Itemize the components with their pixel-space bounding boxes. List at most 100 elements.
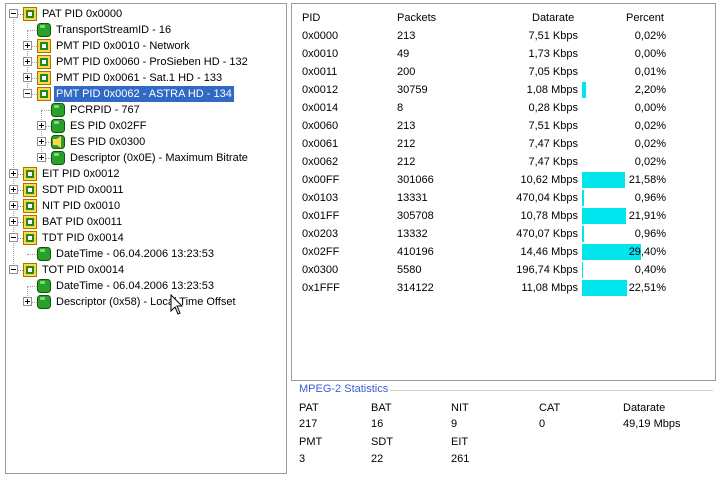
cell-datarate: 196,74 Kbps — [516, 264, 578, 276]
table-icon — [37, 39, 51, 53]
cell-packets: 49 — [397, 48, 410, 60]
tree-connector-line — [41, 126, 51, 127]
cell-pid: 0x02FF — [302, 246, 340, 258]
tree-node[interactable]: PMT PID 0x0010 - Network — [6, 38, 286, 54]
expand-plus-icon[interactable] — [23, 57, 32, 66]
tree-node[interactable]: BAT PID 0x0011 — [6, 214, 286, 230]
collapse-minus-icon[interactable] — [9, 9, 18, 18]
collapse-minus-icon[interactable] — [9, 265, 18, 274]
cell-datarate: 7,51 Kbps — [528, 30, 578, 42]
percent-bar — [582, 226, 584, 242]
expand-plus-icon[interactable] — [37, 153, 46, 162]
cell-percent: 0,02% — [634, 120, 666, 132]
expand-plus-icon[interactable] — [37, 121, 46, 130]
cell-percent: 0,02% — [634, 138, 666, 150]
tree-node[interactable]: PCRPID - 767 — [6, 102, 286, 118]
expand-plus-icon[interactable] — [23, 73, 32, 82]
column-header-percent[interactable]: Percent — [626, 12, 664, 24]
cell-datarate: 11,08 Mbps — [521, 282, 578, 294]
tree-connector-line — [27, 78, 28, 94]
tree-node-label: PCRPID - 767 — [70, 104, 140, 116]
tree-node-label: Descriptor (0x0E) - Maximum Bitrate — [70, 152, 248, 164]
percent-bar — [582, 280, 627, 296]
expand-plus-icon[interactable] — [9, 201, 18, 210]
tree-node-label: SDT PID 0x0011 — [42, 184, 124, 196]
percent-bar — [582, 244, 641, 260]
cell-percent: 0,01% — [634, 66, 666, 78]
cell-packets: 305708 — [397, 210, 434, 222]
pid-statistics-table[interactable]: PID Packets Datarate Percent 0x0000 213 7,… — [291, 3, 716, 381]
tree-node[interactable]: PMT PID 0x0061 - Sat.1 HD - 133 — [6, 70, 286, 86]
leaf-icon — [37, 295, 51, 309]
cell-pid: 0x0203 — [302, 228, 339, 240]
tree-node[interactable]: PMT PID 0x0062 - ASTRA HD - 134 — [6, 86, 286, 102]
tree-node[interactable]: TDT PID 0x0014 — [6, 230, 286, 246]
tree-node-label: PAT PID 0x0000 — [42, 8, 123, 20]
bat-label: BAT — [371, 402, 392, 414]
cell-pid: 0x0012 — [302, 84, 339, 96]
expand-plus-icon[interactable] — [9, 169, 18, 178]
cell-percent: 0,02% — [634, 156, 666, 168]
tree-node-label: ES PID 0x02FF — [70, 120, 147, 132]
tree-node[interactable]: TransportStreamID - 16 — [6, 22, 286, 38]
cell-packets: 5580 — [397, 264, 422, 276]
tree-node-label: Descriptor (0x58) - Local Time Offset — [56, 296, 236, 308]
expand-plus-icon[interactable] — [23, 41, 32, 50]
table-icon — [37, 87, 51, 101]
cell-packets: 30759 — [397, 84, 428, 96]
cell-packets: 213 — [397, 30, 416, 42]
nit-label: NIT — [451, 402, 469, 414]
tree-connector-line — [27, 94, 37, 95]
tree-node[interactable]: DateTime - 06.04.2006 13:23:53 — [6, 278, 286, 294]
tree-node[interactable]: EIT PID 0x0012 — [6, 166, 286, 182]
cell-percent: 0,02% — [634, 30, 666, 42]
tree-node[interactable]: ES PID 0x02FF — [6, 118, 286, 134]
tree-node[interactable]: Descriptor (0x58) - Local Time Offset — [6, 294, 286, 310]
tree-node-label: PMT PID 0x0062 - ASTRA HD - 134 — [54, 86, 234, 102]
tree-node[interactable]: NIT PID 0x0010 — [6, 198, 286, 214]
cell-percent: 0,40% — [634, 264, 666, 276]
tree-node[interactable]: PMT PID 0x0060 - ProSieben HD - 132 — [6, 54, 286, 70]
tree-node-label: PMT PID 0x0061 - Sat.1 HD - 133 — [56, 72, 223, 84]
stream-tree-panel[interactable]: PAT PID 0x0000 TransportStreamID - 16 PMT … — [5, 3, 287, 474]
cell-packets: 410196 — [397, 246, 434, 258]
expand-plus-icon[interactable] — [9, 217, 18, 226]
tree-node[interactable]: Descriptor (0x0E) - Maximum Bitrate — [6, 150, 286, 166]
column-header-datarate[interactable]: Datarate — [532, 12, 575, 24]
leaf-icon — [51, 103, 65, 117]
cell-percent: 29,40% — [628, 246, 666, 258]
table-icon — [23, 167, 37, 181]
cell-pid: 0x00FF — [302, 174, 340, 186]
tree-node-label: DateTime - 06.04.2006 13:23:53 — [56, 248, 214, 260]
tree-node[interactable]: DateTime - 06.04.2006 13:23:53 — [6, 246, 286, 262]
table-icon — [23, 7, 37, 21]
tree-connector-line — [27, 286, 37, 287]
percent-bar — [582, 208, 626, 224]
tree-connector-line — [41, 158, 51, 159]
expand-plus-icon[interactable] — [23, 297, 32, 306]
tree-connector-line — [27, 62, 37, 63]
cell-datarate: 7,05 Kbps — [528, 66, 578, 78]
table-icon — [23, 215, 37, 229]
column-header-pid[interactable]: PID — [302, 12, 321, 24]
tree-node[interactable]: TOT PID 0x0014 — [6, 262, 286, 278]
expand-plus-icon[interactable] — [37, 137, 46, 146]
tree-connector-line — [13, 206, 14, 222]
tree-node[interactable]: SDT PID 0x0011 — [6, 182, 286, 198]
tree-node[interactable]: PAT PID 0x0000 — [6, 6, 286, 22]
cell-packets: 212 — [397, 156, 416, 168]
nit-value: 9 — [451, 418, 458, 430]
expand-plus-icon[interactable] — [9, 185, 18, 194]
table-icon — [37, 71, 51, 85]
leaf-icon — [51, 119, 65, 133]
tree-connector-line — [27, 46, 37, 47]
cell-pid: 0x0011 — [302, 66, 338, 78]
column-header-packets[interactable]: Packets — [397, 12, 437, 24]
pat-value: 217 — [299, 418, 318, 430]
tree-connector-line — [27, 302, 37, 303]
tree-node[interactable]: ES PID 0x0300 — [6, 134, 286, 150]
tree-node-label: TransportStreamID - 16 — [56, 24, 172, 36]
collapse-minus-icon[interactable] — [9, 233, 18, 242]
collapse-minus-icon[interactable] — [23, 89, 32, 98]
cell-datarate: 10,78 Mbps — [520, 210, 578, 222]
